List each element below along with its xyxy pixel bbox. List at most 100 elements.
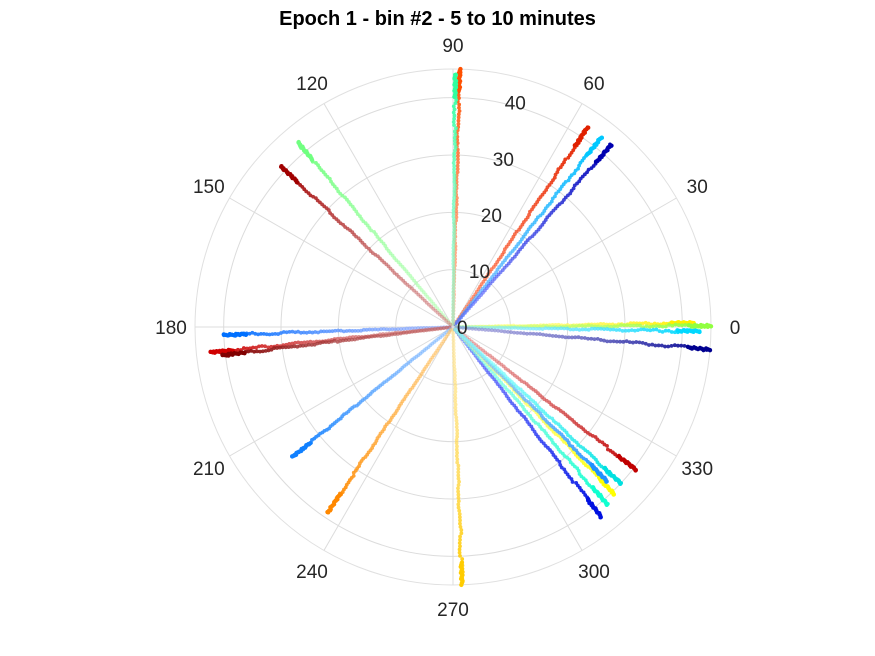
data-point [407, 330, 412, 335]
theta-tick-label: 240 [296, 562, 328, 583]
data-point [350, 329, 355, 333]
data-point [657, 324, 662, 329]
data-point [352, 337, 357, 342]
data-point [457, 508, 462, 513]
data-point [451, 214, 456, 219]
data-point [381, 333, 386, 338]
data-point [312, 342, 317, 347]
data-point [456, 489, 461, 494]
data-point [618, 339, 623, 344]
data-point [452, 179, 457, 184]
data-point [452, 376, 457, 381]
data-point [416, 329, 420, 333]
data-point [454, 126, 458, 131]
data-point [451, 271, 456, 276]
data-point [513, 325, 517, 330]
data-point [413, 329, 417, 334]
data-point [502, 250, 506, 254]
data-point [685, 344, 691, 350]
theta-tick-label: 330 [681, 459, 713, 480]
data-point [531, 326, 536, 331]
data-point [586, 323, 591, 328]
data-point [512, 330, 517, 335]
data-point [656, 343, 661, 348]
data-point [241, 346, 246, 350]
data-point [555, 170, 560, 175]
data-point [566, 178, 571, 183]
data-point [364, 327, 369, 332]
data-point [473, 327, 478, 331]
data-point [521, 331, 526, 336]
data-point [378, 334, 383, 339]
data-point [454, 415, 459, 420]
data-point [456, 483, 461, 487]
data-point [452, 233, 456, 238]
data-point [493, 328, 497, 333]
axis-labels: 0 30 60 90 120 150 180 210 240 270 300 330 0 10 20 30 40 [155, 36, 740, 621]
data-point [589, 462, 595, 468]
data-point [460, 325, 465, 330]
data-point [596, 326, 600, 331]
data-point [457, 547, 462, 552]
data-point [451, 351, 456, 355]
data-point [456, 492, 461, 497]
data-point [452, 360, 456, 365]
data-point [660, 324, 665, 329]
data-point [452, 116, 457, 121]
data-point [470, 326, 475, 331]
data-point [515, 330, 520, 335]
data-point [557, 459, 562, 464]
data-point [451, 120, 456, 124]
theta-tick-label: 210 [193, 459, 225, 480]
data-point [458, 544, 462, 549]
data-point [430, 327, 435, 332]
data-point [459, 531, 464, 536]
data-point [500, 325, 505, 330]
data-point [384, 333, 389, 338]
data-point [290, 329, 295, 334]
theta-tick-label: 300 [578, 562, 610, 583]
data-point [650, 342, 655, 347]
data-point [644, 324, 649, 329]
data-point [586, 327, 591, 332]
data-point [609, 324, 614, 329]
data-point [643, 341, 648, 346]
data-point [580, 323, 584, 328]
data-point [328, 211, 332, 215]
theta-tick-label: 0 [730, 318, 741, 339]
data-point [455, 457, 460, 462]
data-point [516, 326, 520, 330]
data-point [460, 557, 465, 561]
data-point [624, 339, 629, 344]
data-point [454, 454, 459, 458]
data-point [451, 258, 456, 263]
data-point [669, 330, 674, 334]
data-point [451, 287, 456, 291]
data-point [278, 345, 282, 350]
data-point [565, 326, 570, 331]
data-point [452, 135, 457, 140]
data-point [546, 326, 551, 331]
data-point [455, 434, 460, 439]
data-point [456, 476, 461, 481]
data-point [589, 336, 594, 341]
data-point [620, 329, 625, 333]
data-point [451, 255, 456, 260]
data-point [451, 274, 456, 279]
data-point [347, 328, 352, 333]
data-point [399, 327, 403, 331]
theta-tick-label: 60 [583, 74, 604, 95]
data-point [310, 330, 315, 335]
data-point [552, 175, 557, 180]
data-point [618, 323, 623, 328]
data-point [287, 329, 292, 334]
data-point [264, 332, 269, 337]
data-point [301, 343, 305, 348]
data-point [452, 227, 457, 231]
data-point [307, 330, 312, 335]
data-point [295, 344, 300, 349]
data-point [455, 167, 460, 171]
data-series [453, 125, 591, 327]
data-point [453, 142, 457, 146]
